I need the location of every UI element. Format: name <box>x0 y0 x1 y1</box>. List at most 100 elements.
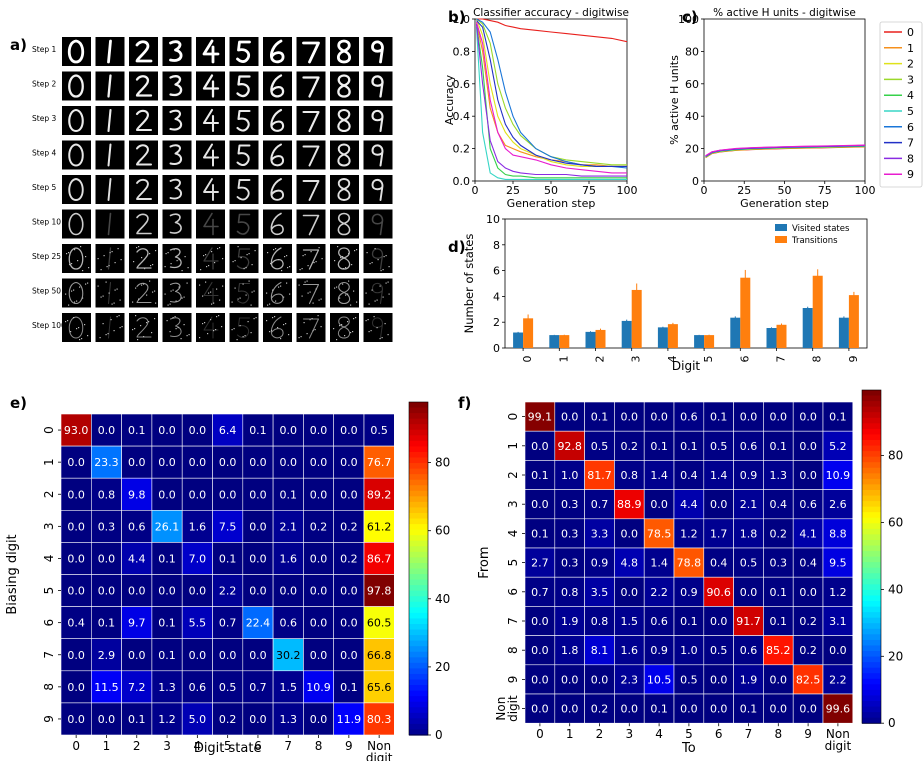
noise-speck <box>111 303 113 305</box>
transition-heatmap-cell <box>703 576 734 607</box>
bias-heatmap-cell-value: 0.0 <box>158 488 176 501</box>
transition-heatmap-cell <box>733 606 764 636</box>
y-tick-label: 80 <box>685 45 699 58</box>
bias-heatmap-cell <box>363 542 395 575</box>
transition-heatmap-cell-value: 1.2 <box>829 586 847 599</box>
transition-heatmap-cell-value: 0.0 <box>799 586 817 599</box>
colorbar-segment <box>409 540 428 547</box>
noise-speck <box>219 247 221 249</box>
x-tick-label: 3 <box>163 739 171 753</box>
noise-speck <box>304 281 306 283</box>
transition-heatmap-cell-value: 0.9 <box>650 644 668 657</box>
transition-heatmap-cell-value: 0.1 <box>829 411 847 424</box>
bias-heatmap-cell <box>363 638 395 672</box>
noise-speck <box>387 281 389 283</box>
noise-speck <box>110 319 112 321</box>
bias-heatmap-cell-value: 93.0 <box>64 424 89 437</box>
noise-speck <box>199 337 201 339</box>
noise-speck <box>204 322 206 324</box>
colorbar-segment <box>409 562 428 570</box>
bias-heatmap-cell <box>181 413 213 447</box>
noise-speck <box>211 251 213 253</box>
transition-heatmap-cell <box>673 635 705 666</box>
bias-heatmap-cell-value: 0.1 <box>128 713 146 726</box>
bias-heatmap-cell <box>91 638 122 672</box>
noise-speck <box>205 281 207 283</box>
bias-heatmap-cell <box>363 477 395 511</box>
digit-stroke <box>136 144 152 166</box>
colorbar-segment <box>409 618 428 625</box>
digit-stroke <box>337 178 351 201</box>
colorbar-segment <box>409 701 428 708</box>
bias-heatmap-cell <box>272 413 304 447</box>
colorbar-segment <box>862 501 881 508</box>
noise-speck <box>68 252 70 254</box>
transition-heatmap-cell <box>554 664 585 695</box>
noise-speck <box>172 317 174 319</box>
noise-speck <box>272 289 274 291</box>
noise-speck <box>172 289 174 291</box>
transition-heatmap-cell-value: 1.4 <box>710 469 728 482</box>
transition-heatmap-cell-value: 0.0 <box>799 703 817 716</box>
noise-speck <box>242 283 244 285</box>
digit-image-cell <box>296 175 326 204</box>
transition-heatmap-cell-value: 78.5 <box>647 527 672 540</box>
noise-speck <box>151 332 153 334</box>
transition-heatmap-cell-value: 1.0 <box>680 644 698 657</box>
y-tick-label: 0 <box>506 413 520 421</box>
noise-speck <box>202 323 204 325</box>
bias-heatmap-cell-value: 65.6 <box>367 681 392 694</box>
digit-stroke <box>302 214 320 236</box>
bar-transitions <box>595 329 606 348</box>
transition-heatmap-cell-value: 0.0 <box>531 440 549 453</box>
bias-heatmap-cell <box>333 702 365 736</box>
transition-heatmap-cell <box>703 518 734 549</box>
noise-speck <box>244 335 246 337</box>
x-tick-label: 5 <box>702 356 715 363</box>
noise-speck <box>108 292 110 294</box>
x-tick-label: 0 <box>472 184 479 197</box>
digit-stroke <box>236 75 251 98</box>
colorbar-segment <box>862 467 881 474</box>
noise-speck <box>380 270 382 272</box>
bias-heatmap-cell-value: 97.8 <box>367 585 392 598</box>
noise-speck <box>178 286 180 288</box>
colorbar-segment <box>862 634 881 641</box>
transition-heatmap-cell <box>703 606 734 636</box>
x-tick-label: 75 <box>582 184 596 197</box>
noise-speck <box>333 328 335 330</box>
bias-heatmap-cell-value: 1.3 <box>280 713 298 726</box>
noise-speck <box>107 333 109 335</box>
noise-speck <box>81 338 83 340</box>
colorbar-segment <box>862 673 881 680</box>
transition-heatmap-cell-value: 1.4 <box>650 557 668 570</box>
noise-speck <box>102 323 104 325</box>
digit-image-cell <box>62 278 91 308</box>
step-row-label: Step 100 <box>32 321 66 330</box>
y-tick-label: 100 <box>678 13 699 26</box>
accuracy-line-digit-5 <box>475 27 627 180</box>
y-tick-label: 1.0 <box>453 13 471 26</box>
accuracy-line-digit-4 <box>475 23 627 179</box>
bias-heatmap-cell-value: 1.3 <box>158 681 176 694</box>
bias-heatmap-cell-value: 0.1 <box>158 617 176 630</box>
transition-heatmap-cell-value: 0.1 <box>591 411 609 424</box>
digit-image-cell <box>363 278 393 308</box>
noise-speck <box>80 246 82 248</box>
colorbar-segment <box>862 451 881 458</box>
y-tick-label: 8 <box>493 239 500 252</box>
colorbar-segment <box>409 673 428 681</box>
colorbar-segment <box>409 662 428 669</box>
transition-heatmap-cell <box>554 460 585 490</box>
colorbar-segment <box>862 445 881 452</box>
colorbar-tick-label: 80 <box>435 456 450 470</box>
digit-stroke <box>372 317 383 339</box>
noise-speck <box>143 336 145 338</box>
noise-speck <box>298 337 300 339</box>
noise-speck <box>350 304 352 306</box>
transition-heatmap-cell-value: 0.6 <box>799 498 817 511</box>
noise-speck <box>79 286 81 288</box>
transition-heatmap-cell-value: 88.9 <box>617 498 642 511</box>
y-tick-label: 5 <box>506 559 520 567</box>
digit-stroke <box>302 41 320 64</box>
